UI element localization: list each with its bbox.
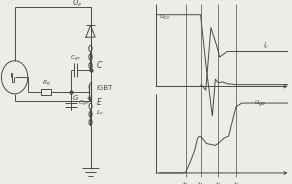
Text: $t_1$: $t_1$ [197, 180, 204, 184]
Text: $L_e$: $L_e$ [96, 108, 104, 117]
Text: $t$: $t$ [291, 168, 292, 178]
Text: C: C [96, 61, 102, 70]
Text: $U_z$: $U_z$ [72, 0, 82, 9]
Text: $t$: $t$ [291, 82, 292, 91]
Text: $u_{ge}$: $u_{ge}$ [254, 99, 266, 109]
Text: G: G [72, 95, 78, 101]
Text: $R_g$: $R_g$ [42, 78, 51, 89]
Text: $C_{ge}$: $C_{ge}$ [78, 99, 90, 109]
Text: $u_{cc}$: $u_{cc}$ [159, 12, 171, 22]
Bar [41, 89, 51, 95]
Text: $t_0$: $t_0$ [182, 180, 189, 184]
Text: $t_2$: $t_2$ [215, 180, 222, 184]
Text: $t_3$: $t_3$ [232, 180, 239, 184]
Text: $C_{gc}$: $C_{gc}$ [70, 54, 82, 64]
Text: E: E [96, 98, 101, 107]
Text: $i_c$: $i_c$ [263, 41, 269, 51]
Text: IGBT: IGBT [96, 85, 113, 91]
